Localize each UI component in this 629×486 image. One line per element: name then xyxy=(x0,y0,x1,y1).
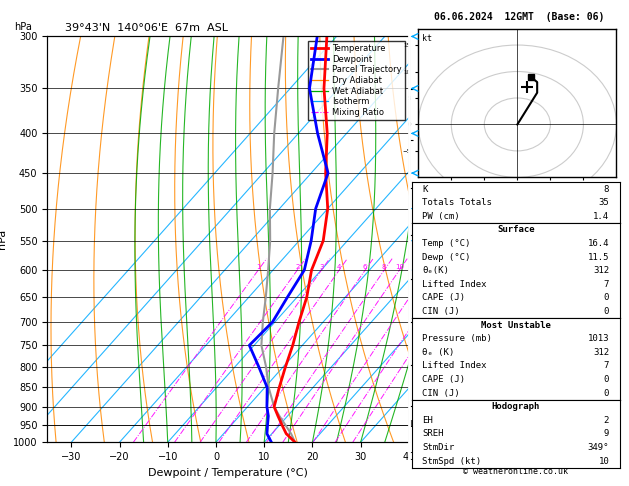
Text: 16.4: 16.4 xyxy=(587,239,609,248)
Text: 2: 2 xyxy=(295,264,299,270)
Text: CIN (J): CIN (J) xyxy=(423,307,460,316)
Text: 1: 1 xyxy=(256,264,260,270)
Text: 1013: 1013 xyxy=(587,334,609,343)
Text: Dewp (°C): Dewp (°C) xyxy=(423,253,470,261)
Text: 1.4: 1.4 xyxy=(593,212,609,221)
Text: 9: 9 xyxy=(604,430,609,438)
Text: Totals Totals: Totals Totals xyxy=(423,198,493,207)
Text: Pressure (mb): Pressure (mb) xyxy=(423,334,493,343)
Text: Surface: Surface xyxy=(497,226,535,234)
Text: 10: 10 xyxy=(395,264,404,270)
Text: 7: 7 xyxy=(604,362,609,370)
Text: θₑ(K): θₑ(K) xyxy=(423,266,449,275)
Text: CAPE (J): CAPE (J) xyxy=(423,375,465,384)
Text: 312: 312 xyxy=(593,266,609,275)
Text: Lifted Index: Lifted Index xyxy=(423,280,487,289)
Text: 349°: 349° xyxy=(587,443,609,452)
Text: 3: 3 xyxy=(319,264,324,270)
Text: StmDir: StmDir xyxy=(423,443,455,452)
Text: 06.06.2024  12GMT  (Base: 06): 06.06.2024 12GMT (Base: 06) xyxy=(434,12,604,22)
Text: 8: 8 xyxy=(604,185,609,193)
Text: θₑ (K): θₑ (K) xyxy=(423,348,455,357)
Text: PW (cm): PW (cm) xyxy=(423,212,460,221)
Text: Lifted Index: Lifted Index xyxy=(423,362,487,370)
Text: 312: 312 xyxy=(593,348,609,357)
Text: 6: 6 xyxy=(363,264,367,270)
Text: 2: 2 xyxy=(604,416,609,425)
Text: Hodograph: Hodograph xyxy=(492,402,540,411)
Text: 0: 0 xyxy=(604,375,609,384)
Text: © weatheronline.co.uk: © weatheronline.co.uk xyxy=(464,467,568,476)
X-axis label: Dewpoint / Temperature (°C): Dewpoint / Temperature (°C) xyxy=(148,468,308,478)
Text: StmSpd (kt): StmSpd (kt) xyxy=(423,457,481,466)
Text: SREH: SREH xyxy=(423,430,444,438)
Text: 39°43'N  140°06'E  67m  ASL: 39°43'N 140°06'E 67m ASL xyxy=(65,23,228,33)
Text: 0: 0 xyxy=(604,294,609,302)
Text: Most Unstable: Most Unstable xyxy=(481,321,551,330)
Text: K: K xyxy=(423,185,428,193)
Legend: Temperature, Dewpoint, Parcel Trajectory, Dry Adiabat, Wet Adiabat, Isotherm, Mi: Temperature, Dewpoint, Parcel Trajectory… xyxy=(308,41,404,120)
Text: CAPE (J): CAPE (J) xyxy=(423,294,465,302)
Text: 7: 7 xyxy=(604,280,609,289)
Text: 8: 8 xyxy=(382,264,386,270)
Text: 35: 35 xyxy=(598,198,609,207)
Text: hPa: hPa xyxy=(14,22,33,33)
Text: 4: 4 xyxy=(337,264,342,270)
Text: CIN (J): CIN (J) xyxy=(423,389,460,398)
Text: Mixing Ratio (g/kg): Mixing Ratio (g/kg) xyxy=(469,220,479,299)
Text: kt: kt xyxy=(422,34,432,43)
Y-axis label: hPa: hPa xyxy=(0,229,8,249)
Y-axis label: km
ASL: km ASL xyxy=(433,228,452,250)
Text: 0: 0 xyxy=(604,389,609,398)
Text: 0: 0 xyxy=(604,307,609,316)
Text: Temp (°C): Temp (°C) xyxy=(423,239,470,248)
Text: 11.5: 11.5 xyxy=(587,253,609,261)
Text: LCL: LCL xyxy=(409,420,424,430)
Text: 10: 10 xyxy=(598,457,609,466)
Text: EH: EH xyxy=(423,416,433,425)
